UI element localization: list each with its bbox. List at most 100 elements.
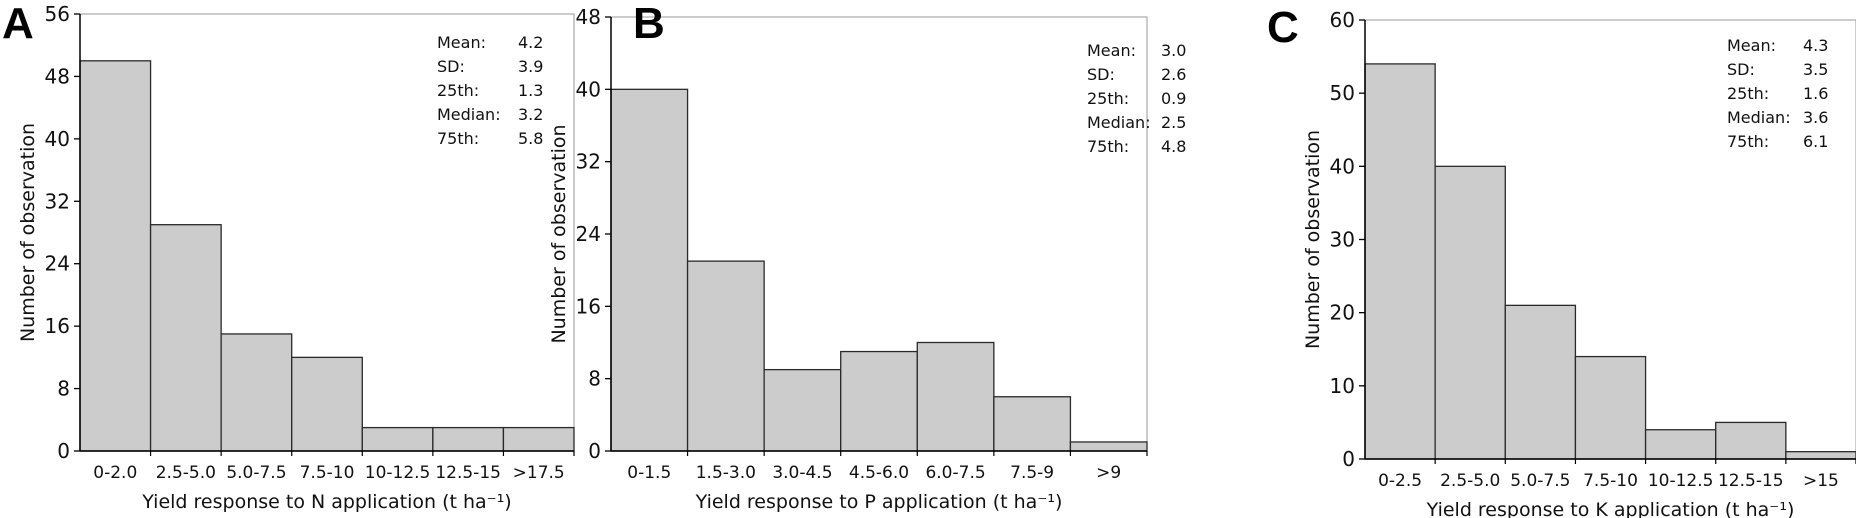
x-tick-label: 1.5-3.0 xyxy=(696,463,756,483)
stat-label: 75th: xyxy=(437,129,479,148)
bar-6 xyxy=(1715,421,1787,460)
bar-3 xyxy=(220,333,293,452)
stat-label: SD: xyxy=(1727,60,1755,79)
bar-5 xyxy=(361,426,434,452)
stat-label: 75th: xyxy=(1087,137,1129,156)
stat-value: 3.6 xyxy=(1803,108,1828,127)
stat-label: Mean: xyxy=(1727,36,1776,55)
x-tick-label: 7.5-10 xyxy=(300,463,355,483)
bar-4 xyxy=(840,350,918,452)
stat-value: 3.9 xyxy=(518,57,543,76)
y-tick-label: 40 xyxy=(1330,154,1355,178)
bar-5 xyxy=(916,341,995,452)
y-tick-label: 50 xyxy=(1330,81,1355,105)
x-tick-label: 7.5-9 xyxy=(1010,463,1054,483)
bar-5 xyxy=(1644,429,1717,460)
y-tick-label: 32 xyxy=(576,150,601,174)
y-axis-title: Number of observation xyxy=(1302,130,1324,349)
x-tick-label: 6.0-7.5 xyxy=(925,463,985,483)
x-tick-label: 0-2.0 xyxy=(93,463,137,483)
x-tick-label: 7.5-10 xyxy=(1583,471,1638,491)
stat-value: 5.8 xyxy=(518,129,543,148)
bar-1 xyxy=(610,88,689,452)
bar-6 xyxy=(432,426,505,452)
x-tick-label: 2.5-5.0 xyxy=(1440,471,1500,491)
y-tick-label: 16 xyxy=(45,314,70,338)
bar-1 xyxy=(1364,63,1436,460)
y-tick-label: 8 xyxy=(57,377,70,401)
stat-value: 4.2 xyxy=(518,33,543,52)
panel-letter: C xyxy=(1267,3,1299,52)
bar-2 xyxy=(686,260,765,452)
stat-label: 25th: xyxy=(1727,84,1769,103)
bar-3 xyxy=(763,368,842,452)
stat-value: 3.0 xyxy=(1161,41,1186,60)
y-tick-label: 0 xyxy=(57,439,70,463)
chart-panel-c: 0 10 20 30 40 50 60 0-2.5 2.5-5.0 5.0-7.5 7.5-10 10… xyxy=(1267,3,1856,518)
stat-value: 1.6 xyxy=(1803,84,1828,103)
stat-value: 2.6 xyxy=(1161,65,1186,84)
x-tick-label: 10-12.5 xyxy=(1648,471,1714,491)
chart-panel-a: 0 8 16 24 32 40 48 56 0-2.0 2.5-5.0 5.0-7.5 7.5-10 1… xyxy=(2,0,575,513)
stat-label: 25th: xyxy=(437,81,479,100)
x-tick-label: 10-12.5 xyxy=(365,463,431,483)
x-tick-label: 12.5-15 xyxy=(1718,471,1784,491)
stat-value: 2.5 xyxy=(1161,113,1186,132)
x-tick-label: 5.0-7.5 xyxy=(1510,471,1570,491)
panel-letter: A xyxy=(2,0,34,48)
stat-label: SD: xyxy=(1087,65,1115,84)
x-tick-label: 0-1.5 xyxy=(627,463,671,483)
y-tick-label: 10 xyxy=(1330,374,1355,398)
x-tick-label: 5.0-7.5 xyxy=(226,463,286,483)
stat-label: Mean: xyxy=(437,33,486,52)
bar-7 xyxy=(502,426,575,452)
x-axis-title: Yield response to K application (t ha⁻¹) xyxy=(1426,499,1795,518)
stat-value: 4.3 xyxy=(1803,36,1828,55)
y-tick-label: 56 xyxy=(45,2,70,26)
y-tick-label: 48 xyxy=(45,64,70,88)
stat-label: 75th: xyxy=(1727,132,1769,151)
bar-3 xyxy=(1504,304,1577,460)
stat-value: 3.2 xyxy=(518,105,543,124)
x-tick-label: 4.5-6.0 xyxy=(849,463,909,483)
stat-label: Median: xyxy=(437,105,501,124)
stat-value: 0.9 xyxy=(1161,89,1186,108)
y-tick-label: 48 xyxy=(576,5,601,29)
x-axis-title: Yield response to P application (t ha⁻¹) xyxy=(695,491,1063,513)
stat-label: Median: xyxy=(1727,108,1791,127)
x-tick-label: >15 xyxy=(1803,471,1839,491)
y-tick-label: 32 xyxy=(45,189,70,213)
y-tick-label: 0 xyxy=(1342,447,1355,471)
y-tick-label: 20 xyxy=(1330,301,1355,325)
stat-label: Median: xyxy=(1087,113,1151,132)
chart-panel-b: 0 8 16 24 32 40 48 0-1.5 1.5-3.0 3.0-4.5 4.5-6.0 6.… xyxy=(548,0,1186,513)
panel-letter: B xyxy=(633,0,665,48)
x-tick-label: 0-2.5 xyxy=(1378,471,1422,491)
y-tick-label: 0 xyxy=(588,439,601,463)
stat-value: 1.3 xyxy=(518,81,543,100)
x-tick-label: 2.5-5.0 xyxy=(156,463,216,483)
stat-label: 25th: xyxy=(1087,89,1129,108)
bar-4 xyxy=(1574,355,1647,460)
y-axis-title: Number of observation xyxy=(17,123,39,342)
y-tick-label: 16 xyxy=(576,294,601,318)
x-axis-title: Yield response to N application (t ha⁻¹) xyxy=(141,491,511,513)
y-tick-label: 24 xyxy=(576,222,601,246)
bar-7 xyxy=(1069,441,1148,452)
bar-6 xyxy=(993,396,1072,452)
x-tick-label: 3.0-4.5 xyxy=(772,463,832,483)
bar-1 xyxy=(79,60,152,452)
x-tick-label: >9 xyxy=(1096,463,1121,483)
stat-value: 3.5 xyxy=(1803,60,1828,79)
y-tick-label: 40 xyxy=(45,127,70,151)
stat-value: 4.8 xyxy=(1161,137,1186,156)
x-tick-label: >17.5 xyxy=(513,463,565,483)
stat-label: SD: xyxy=(437,57,465,76)
bar-7 xyxy=(1785,451,1856,460)
y-tick-label: 24 xyxy=(45,252,70,276)
bar-2 xyxy=(149,224,222,452)
stat-value: 6.1 xyxy=(1803,132,1828,151)
y-tick-label: 30 xyxy=(1330,228,1355,252)
bar-2 xyxy=(1434,165,1506,460)
